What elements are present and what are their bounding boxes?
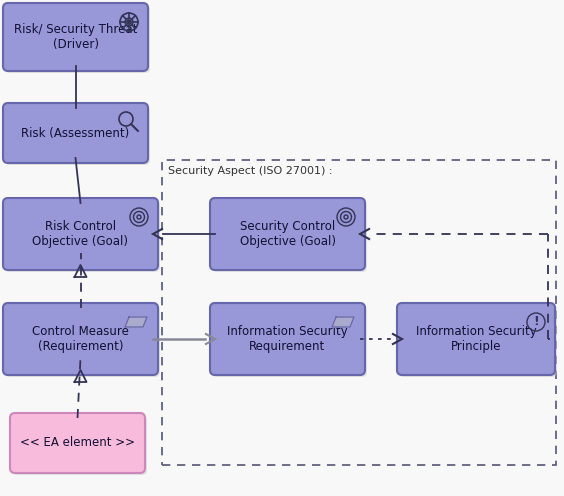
Text: Security Aspect (ISO 27001) :: Security Aspect (ISO 27001) :	[168, 166, 333, 176]
FancyBboxPatch shape	[3, 3, 148, 71]
FancyBboxPatch shape	[399, 305, 557, 377]
Text: Security Control
Objective (Goal): Security Control Objective (Goal)	[240, 220, 336, 248]
FancyBboxPatch shape	[3, 103, 148, 163]
FancyBboxPatch shape	[3, 303, 158, 375]
FancyBboxPatch shape	[5, 305, 160, 377]
FancyBboxPatch shape	[397, 303, 555, 375]
FancyBboxPatch shape	[212, 305, 367, 377]
FancyBboxPatch shape	[10, 413, 145, 473]
FancyBboxPatch shape	[210, 198, 365, 270]
FancyBboxPatch shape	[5, 200, 160, 272]
Text: Risk/ Security Threat
(Driver): Risk/ Security Threat (Driver)	[14, 23, 137, 51]
Text: Information Security
Principle: Information Security Principle	[416, 325, 536, 353]
Text: Control Measure
(Requirement): Control Measure (Requirement)	[32, 325, 129, 353]
Polygon shape	[125, 317, 147, 327]
Text: Information Security
Requirement: Information Security Requirement	[227, 325, 348, 353]
Text: << EA element >>: << EA element >>	[20, 436, 135, 449]
FancyBboxPatch shape	[212, 200, 367, 272]
Text: Risk (Assessment): Risk (Assessment)	[21, 126, 130, 139]
Text: !: !	[533, 315, 539, 328]
FancyBboxPatch shape	[5, 105, 150, 165]
Text: Risk Control
Objective (Goal): Risk Control Objective (Goal)	[33, 220, 129, 248]
Polygon shape	[332, 317, 354, 327]
FancyBboxPatch shape	[3, 198, 158, 270]
FancyBboxPatch shape	[210, 303, 365, 375]
FancyBboxPatch shape	[12, 415, 147, 475]
FancyBboxPatch shape	[5, 5, 150, 73]
